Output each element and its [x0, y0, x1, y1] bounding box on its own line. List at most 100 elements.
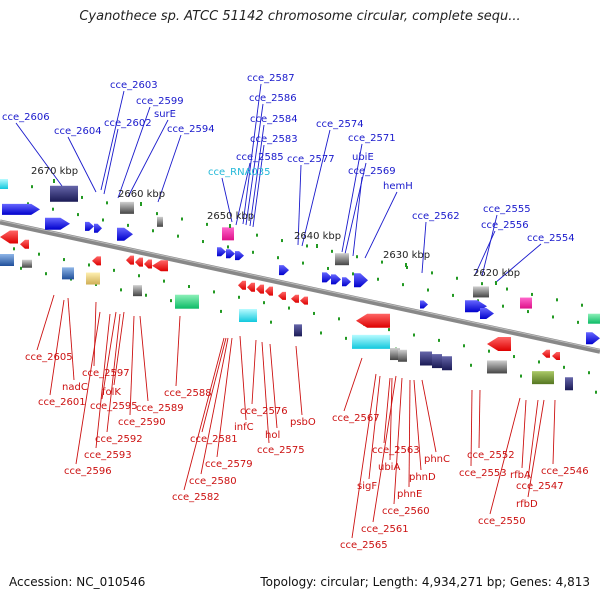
feature-block: [0, 179, 8, 189]
tick-dot: [170, 299, 172, 303]
reverse-gene-arrow: [552, 351, 560, 360]
reverse-leader-line: [175, 315, 181, 387]
tick-dot: [413, 333, 415, 337]
tick-dot: [502, 304, 504, 308]
reverse-gene-label: cce_2565: [340, 540, 388, 551]
reverse-leader-line: [36, 294, 55, 351]
forward-gene-label: ubiE: [352, 152, 374, 163]
reverse-gene-label: cce_2580: [189, 476, 237, 487]
reverse-gene-label: infC: [234, 422, 254, 433]
forward-gene-arrow: [235, 251, 244, 261]
backbone-line: [0, 219, 600, 354]
reverse-gene-label: rfbA: [510, 470, 531, 481]
reverse-gene-arrow: [278, 291, 286, 300]
forward-leader-line: [494, 243, 542, 284]
tick-dot: [252, 250, 254, 254]
tick-mark: [140, 202, 142, 206]
forward-gene-label: cce_2585: [236, 152, 284, 163]
reverse-gene-label: cce_2560: [382, 506, 430, 517]
topology-info: Topology: circular; Length: 4,934,271 bp…: [260, 575, 590, 589]
forward-gene-arrow: [331, 274, 341, 285]
feature-block: [442, 356, 452, 371]
reverse-leader-line: [216, 337, 233, 458]
reverse-leader-line: [521, 399, 527, 469]
forward-leader-line: [364, 191, 398, 259]
forward-gene-arrow: [279, 265, 289, 276]
reverse-leader-line: [106, 313, 121, 433]
feature-block: [352, 334, 390, 349]
tick-dot: [88, 263, 90, 267]
backbone-highlight: [0, 220, 600, 351]
map-title: Cyanothece sp. ATCC 51142 chromosome cir…: [79, 9, 521, 24]
tick-dot: [531, 292, 533, 296]
tick-dot: [270, 320, 272, 324]
forward-leader-line: [117, 106, 151, 199]
tick-dot: [577, 320, 579, 324]
tick-dot: [38, 252, 40, 256]
forward-gene-label: hemH: [383, 181, 413, 192]
forward-gene-arrow: [45, 217, 70, 230]
reverse-gene-label: cce_2581: [190, 434, 238, 445]
tick-dot: [81, 195, 83, 199]
forward-leader-line: [221, 177, 233, 223]
reverse-leader-line: [183, 337, 225, 491]
reverse-gene-label: nadC: [62, 382, 88, 393]
reverse-gene-label: rfbD: [516, 499, 538, 510]
reverse-gene-arrow: [20, 239, 29, 249]
forward-leader-line: [297, 164, 302, 246]
reverse-leader-line: [343, 357, 363, 412]
forward-gene-arrow: [85, 221, 94, 231]
tick-dot: [488, 349, 490, 353]
tick-dot: [595, 390, 597, 394]
forward-gene-label: cce_2583: [250, 134, 298, 145]
reverse-gene-label: cce_2546: [541, 466, 589, 477]
forward-gene-label: cce_2554: [527, 233, 575, 244]
tick-dot: [331, 249, 333, 253]
reverse-leader-line: [389, 377, 393, 461]
feature-block: [473, 286, 489, 298]
forward-gene-label: cce_2574: [316, 119, 364, 130]
feature-block: [335, 253, 349, 266]
feature-block: [520, 297, 532, 309]
reverse-leader-line: [527, 399, 539, 480]
tick-dot: [320, 331, 322, 335]
tick-dot: [463, 344, 465, 348]
forward-gene-label: cce_2603: [110, 80, 158, 91]
tick-dot: [213, 290, 215, 294]
tick-dot: [238, 295, 240, 299]
tick-dot: [63, 258, 65, 262]
tick-dot: [220, 309, 222, 313]
tick-mark: [495, 281, 497, 285]
forward-leader-line: [242, 83, 262, 225]
reverse-gene-label: cce_2590: [118, 417, 166, 428]
reverse-gene-arrow: [92, 256, 101, 266]
gene-features: [0, 179, 600, 391]
tick-dot: [302, 261, 304, 265]
forward-gene-label: surE: [154, 109, 176, 120]
tick-dot: [588, 371, 590, 375]
forward-leader-line: [474, 230, 496, 276]
tick-label: 2670 kbp: [31, 166, 78, 177]
tick-label: 2620 kbp: [473, 268, 520, 279]
tick-dot: [20, 266, 22, 270]
gene-labels: cce_2603cce_2606cce_2599surEcce_2604cce_…: [2, 73, 589, 551]
reverse-leader-line: [408, 379, 411, 488]
feature-block: [0, 254, 14, 266]
tick-dot: [177, 234, 179, 238]
reverse-gene-arrow: [238, 280, 246, 290]
forward-gene-arrow: [322, 272, 332, 283]
tick-dot: [102, 218, 104, 222]
reverse-gene-arrow: [135, 257, 143, 267]
forward-gene-label: cce_2555: [483, 204, 531, 215]
feature-block: [239, 309, 257, 323]
feature-block: [86, 272, 100, 285]
reverse-leader-line: [527, 399, 545, 498]
tick-label: 2640 kbp: [294, 231, 341, 242]
tick-dot: [527, 310, 529, 314]
forward-gene-label: cce_2586: [249, 93, 297, 104]
reverse-gene-label: phnE: [397, 489, 422, 500]
reverse-leader-line: [552, 399, 556, 465]
reverse-leader-line: [368, 375, 381, 480]
